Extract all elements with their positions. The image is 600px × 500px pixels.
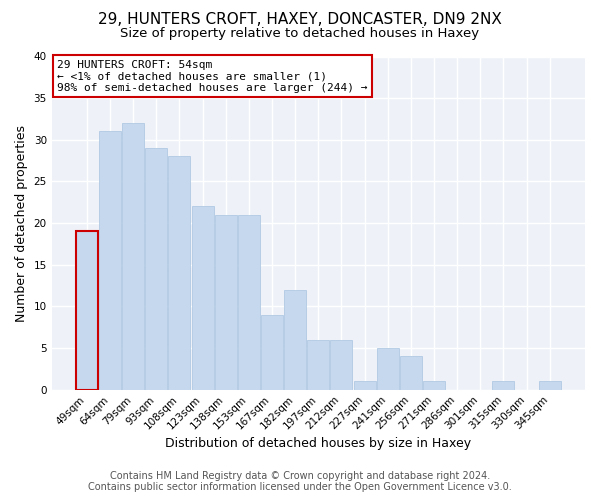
Bar — [215, 215, 237, 390]
Bar — [122, 123, 144, 390]
X-axis label: Distribution of detached houses by size in Haxey: Distribution of detached houses by size … — [165, 437, 472, 450]
Bar — [353, 382, 376, 390]
Bar — [423, 382, 445, 390]
Bar — [145, 148, 167, 390]
Bar — [377, 348, 399, 390]
Bar — [191, 206, 214, 390]
Bar — [169, 156, 190, 390]
Bar — [539, 382, 561, 390]
Bar — [99, 132, 121, 390]
Bar — [307, 340, 329, 390]
Bar — [284, 290, 306, 390]
Bar — [261, 314, 283, 390]
Text: Contains HM Land Registry data © Crown copyright and database right 2024.
Contai: Contains HM Land Registry data © Crown c… — [88, 471, 512, 492]
Text: Size of property relative to detached houses in Haxey: Size of property relative to detached ho… — [121, 28, 479, 40]
Text: 29, HUNTERS CROFT, HAXEY, DONCASTER, DN9 2NX: 29, HUNTERS CROFT, HAXEY, DONCASTER, DN9… — [98, 12, 502, 28]
Bar — [238, 215, 260, 390]
Text: 29 HUNTERS CROFT: 54sqm
← <1% of detached houses are smaller (1)
98% of semi-det: 29 HUNTERS CROFT: 54sqm ← <1% of detache… — [57, 60, 367, 93]
Bar — [400, 356, 422, 390]
Bar — [331, 340, 352, 390]
Bar — [493, 382, 514, 390]
Y-axis label: Number of detached properties: Number of detached properties — [15, 124, 28, 322]
Bar — [76, 232, 98, 390]
